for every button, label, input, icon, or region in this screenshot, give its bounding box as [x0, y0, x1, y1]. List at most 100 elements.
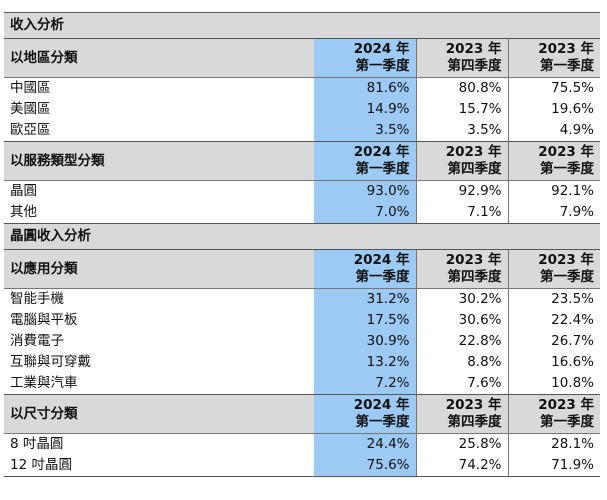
table-row: 中國區 81.6% 80.8% 75.5%	[4, 77, 600, 99]
period-quarter: 第一季度	[355, 161, 410, 177]
row-label: 工業與汽車	[4, 373, 314, 395]
revenue-analysis-table: 收入分析 以地區分類 2024 年第一季度 2023 年第四季度 2023 年第一季度中…	[4, 12, 600, 477]
percentage-cell: 19.6%	[507, 99, 600, 120]
period-quarter: 第一季度	[540, 414, 594, 430]
percentage-cell: 26.7%	[507, 331, 600, 352]
row-label: 消費電子	[10, 333, 64, 349]
percentage-cell: 74.2%	[415, 455, 508, 477]
period-quarter: 第四季度	[447, 414, 502, 430]
period-year: 2023 年	[445, 252, 502, 268]
period-header: 2023 年第一季度	[507, 394, 600, 434]
period-header: 2023 年第四季度	[415, 249, 508, 289]
period-header: 2024 年第一季度	[314, 38, 416, 78]
period-year: 2024 年	[353, 144, 410, 160]
percentage-cell: 75.5%	[507, 77, 600, 99]
period-quarter: 第一季度	[355, 58, 410, 74]
period-quarter: 第一季度	[540, 161, 594, 177]
percentage-cell: 16.6%	[507, 352, 600, 373]
percentage-cell: 17.5%	[314, 310, 416, 331]
row-label: 中國區	[10, 80, 51, 96]
table-row: 8 吋晶圓 24.4% 25.8% 28.1%	[4, 433, 600, 455]
percentage-cell: 22.4%	[507, 310, 600, 331]
row-label: 8 吋晶圓	[10, 436, 64, 452]
percentage-cell: 7.0%	[314, 202, 416, 224]
row-label: 歐亞區	[4, 120, 314, 142]
percentage-cell: 7.1%	[415, 202, 508, 224]
period-year: 2024 年	[353, 252, 410, 268]
percentage-cell: 75.6%	[314, 455, 416, 477]
group-header-label: 以應用分類	[4, 249, 314, 289]
percentage-cell: 81.6%	[314, 77, 416, 99]
section-title: 晶圓收入分析	[4, 223, 600, 250]
table-row: 電腦與平板 17.5% 30.6% 22.4%	[4, 310, 600, 331]
period-header: 2023 年第一季度	[507, 141, 600, 181]
percentage-cell: 28.1%	[507, 433, 600, 455]
period-quarter: 第四季度	[447, 161, 502, 177]
period-header: 2024 年第一季度	[314, 394, 416, 434]
period-header: 2023 年第四季度	[415, 141, 508, 181]
table-row: 互聯與可穿戴 13.2% 8.8% 16.6%	[4, 352, 600, 373]
period-quarter: 第四季度	[447, 58, 502, 74]
row-label: 互聯與可穿戴	[10, 354, 91, 370]
section-title: 收入分析	[4, 12, 600, 39]
row-label: 美國區	[10, 101, 51, 117]
percentage-cell: 25.8%	[415, 433, 508, 455]
percentage-cell: 92.1%	[507, 180, 600, 202]
revenue-analysis-table-container: 收入分析 以地區分類 2024 年第一季度 2023 年第四季度 2023 年第一季度中…	[4, 12, 600, 477]
group-header-row: 以服務類型分類 2024 年第一季度 2023 年第四季度 2023 年第一季度	[4, 141, 600, 181]
table-row: 消費電子 30.9% 22.8% 26.7%	[4, 331, 600, 352]
table-row: 12 吋晶圓 75.6% 74.2% 71.9%	[4, 455, 600, 477]
table-row: 智能手機 31.2% 30.2% 23.5%	[4, 288, 600, 310]
percentage-cell: 92.9%	[415, 180, 508, 202]
period-year: 2024 年	[353, 41, 410, 57]
row-label: 12 吋晶圓	[4, 455, 314, 477]
period-quarter: 第一季度	[355, 269, 410, 285]
row-label: 其他	[4, 202, 314, 224]
table-row: 歐亞區 3.5% 3.5% 4.9%	[4, 120, 600, 142]
row-label: 電腦與平板	[10, 312, 78, 328]
period-year: 2023 年	[445, 397, 502, 413]
group-header-label: 以服務類型分類	[4, 141, 314, 181]
row-label: 晶圓	[10, 183, 37, 199]
period-year: 2023 年	[538, 144, 594, 160]
group-header-label: 以地區分類	[4, 38, 314, 78]
percentage-cell: 3.5%	[415, 120, 508, 142]
period-year: 2023 年	[538, 252, 594, 268]
percentage-cell: 23.5%	[507, 288, 600, 310]
section-title-row: 晶圓收入分析	[4, 223, 600, 250]
percentage-cell: 93.0%	[314, 180, 416, 202]
percentage-cell: 7.9%	[507, 202, 600, 224]
table-row: 工業與汽車 7.2% 7.6% 10.8%	[4, 373, 600, 395]
period-quarter: 第四季度	[447, 269, 502, 285]
percentage-cell: 71.9%	[507, 455, 600, 477]
period-quarter: 第一季度	[540, 58, 594, 74]
percentage-cell: 30.6%	[415, 310, 508, 331]
table-row: 其他 7.0% 7.1% 7.9%	[4, 202, 600, 224]
percentage-cell: 3.5%	[314, 120, 416, 142]
percentage-cell: 80.8%	[415, 77, 508, 99]
period-year: 2023 年	[538, 397, 594, 413]
group-header-row: 以應用分類 2024 年第一季度 2023 年第四季度 2023 年第一季度	[4, 249, 600, 289]
percentage-cell: 10.8%	[507, 373, 600, 395]
percentage-cell: 4.9%	[507, 120, 600, 142]
period-header: 2024 年第一季度	[314, 141, 416, 181]
period-year: 2023 年	[538, 41, 594, 57]
group-header-row: 以尺寸分類 2024 年第一季度 2023 年第四季度 2023 年第一季度	[4, 394, 600, 434]
group-header-row: 以地區分類 2024 年第一季度 2023 年第四季度 2023 年第一季度	[4, 38, 600, 78]
period-quarter: 第一季度	[540, 269, 594, 285]
period-header: 2024 年第一季度	[314, 249, 416, 289]
row-label: 智能手機	[10, 291, 64, 307]
period-year: 2023 年	[445, 144, 502, 160]
period-header: 2023 年第一季度	[507, 249, 600, 289]
period-quarter: 第一季度	[355, 414, 410, 430]
percentage-cell: 13.2%	[314, 352, 416, 373]
table-row: 美國區 14.9% 15.7% 19.6%	[4, 99, 600, 120]
period-year: 2024 年	[353, 397, 410, 413]
percentage-cell: 7.2%	[314, 373, 416, 395]
percentage-cell: 14.9%	[314, 99, 416, 120]
group-header-label: 以尺寸分類	[4, 394, 314, 434]
percentage-cell: 24.4%	[314, 433, 416, 455]
percentage-cell: 31.2%	[314, 288, 416, 310]
period-header: 2023 年第四季度	[415, 394, 508, 434]
percentage-cell: 30.9%	[314, 331, 416, 352]
